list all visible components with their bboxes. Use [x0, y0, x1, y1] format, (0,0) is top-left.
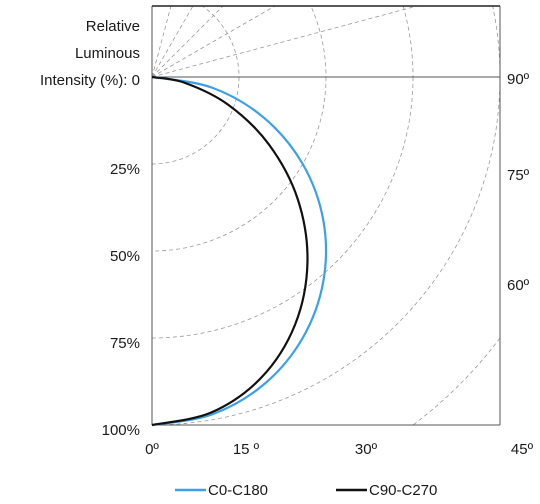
y-axis-title-line-2: Luminous [75, 45, 140, 62]
grid-circle [152, 6, 327, 252]
legend-label-c90-c270: C90-C270 [369, 482, 437, 499]
series-curves [151, 75, 328, 427]
grid-spoke [152, 6, 419, 78]
grid-spoke [152, 76, 153, 77]
angle-label: 90º [507, 71, 530, 88]
grid-spoke [152, 75, 153, 77]
radial-tick-label: 50% [110, 248, 140, 265]
angle-label: 75º [507, 167, 530, 184]
grid-spoke [152, 6, 172, 78]
grid-spoke [152, 76, 153, 77]
y-axis-title-line-3: Intensity (%): 0 [40, 72, 140, 89]
grid-spoke [152, 6, 194, 78]
radial-tick-label: 75% [110, 335, 140, 352]
y-axis-title-line-1: Relative [86, 18, 140, 35]
grid-spoke [152, 76, 153, 77]
grid-spoke [152, 6, 224, 78]
grid-circle [152, 6, 414, 339]
radial-tick-label: 100% [102, 422, 140, 439]
angle-label: 15 º [233, 441, 260, 458]
angle-label: 30º [355, 441, 378, 458]
series-curve-c0-c180 [151, 75, 328, 427]
angle-label: 0º [145, 441, 159, 458]
angle-label: 60º [507, 277, 530, 294]
legend-label-c0-c180: C0-C180 [208, 482, 268, 499]
legend: C0-C180 C90-C270 [175, 482, 437, 499]
grid-spoke [152, 76, 153, 77]
grid-spoke [152, 6, 276, 78]
angle-label: 45º [511, 441, 534, 458]
grid-circle [152, 6, 500, 425]
axis-labels: Relative Luminous Intensity (%): 0 25% 5… [40, 18, 534, 458]
radial-tick-label: 25% [110, 161, 140, 178]
series-curve-c90-c270 [151, 75, 309, 427]
